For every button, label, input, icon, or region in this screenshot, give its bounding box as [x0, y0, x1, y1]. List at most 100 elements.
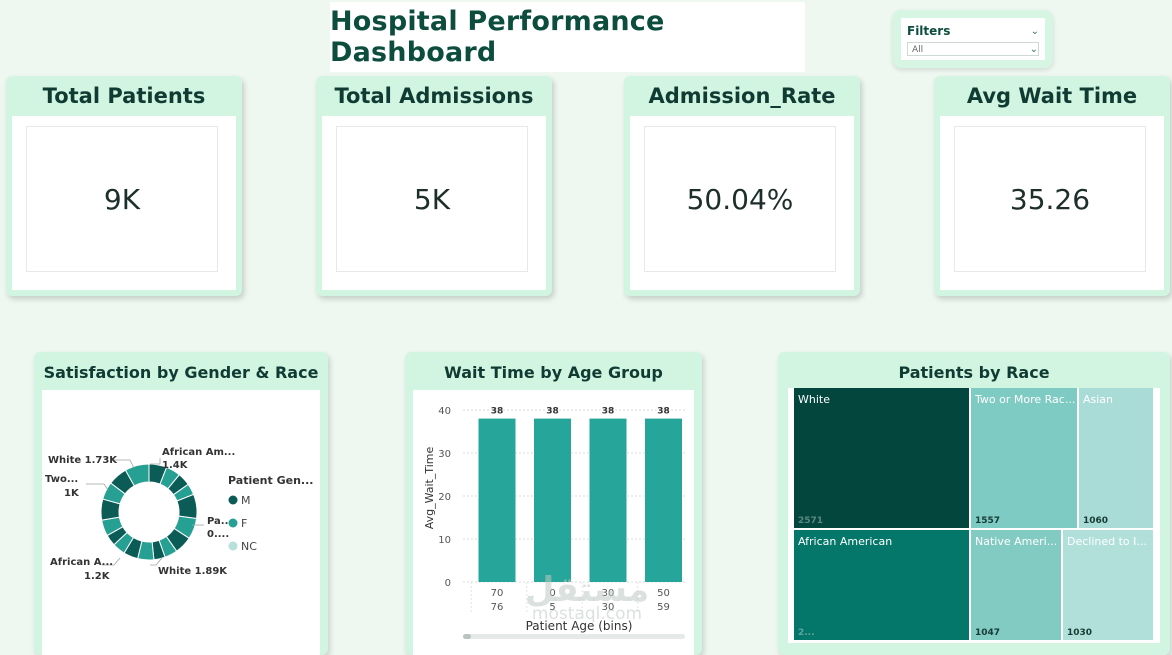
y-tick-label: 40 — [438, 406, 451, 417]
satisfaction-body: African Am... 1.4K White 1.73K Two... 1K… — [42, 390, 320, 655]
kpi-body: 9K — [12, 116, 236, 290]
donut-label-value: 0.... — [207, 529, 229, 540]
legend-label: M — [241, 494, 251, 507]
wait-time-body: 0 10 20 30 40 38 38 38 38 70 76 0 5 30 30 50 59 Avg_Wa… — [413, 390, 694, 655]
x-tick-label: 76 — [491, 602, 504, 613]
wait-time-panel[interactable]: Wait Time by Age Group 0 10 20 30 40 38 38 38 3… — [405, 352, 702, 655]
treemap-label: African American — [798, 535, 893, 548]
donut-label-value: 1.4K — [162, 460, 189, 471]
kpi-title: Total Patients — [42, 84, 206, 108]
donut-label: African A... — [50, 557, 113, 568]
y-tick-label: 0 — [445, 578, 451, 589]
treemap-value: 2... — [798, 628, 815, 638]
treemap-label: Native Ameri... — [975, 535, 1058, 548]
bar-data-label: 38 — [657, 407, 670, 417]
bar-data-label: 38 — [546, 407, 559, 417]
kpi-body: 5K — [322, 116, 546, 290]
bar-marks: 38 38 38 38 — [478, 407, 682, 582]
page-title: Hospital Performance Dashboard — [330, 6, 665, 68]
x-tick-label: 0 — [549, 588, 555, 599]
legend-item-f[interactable]: F — [228, 517, 248, 530]
donut-label: White 1.73K — [48, 455, 118, 466]
kpi-admission-rate[interactable]: Admission_Rate 50.04% — [624, 76, 860, 296]
donut-label: Pa... — [207, 516, 232, 527]
kpi-value: 35.26 — [954, 126, 1146, 272]
leader-line — [150, 458, 161, 465]
treemap-cell-african-american[interactable]: African American 2... — [794, 530, 969, 640]
legend-item-nc[interactable]: NC — [228, 540, 258, 553]
donut-ring — [100, 463, 198, 561]
legend-title: Patient Gen... — [228, 474, 313, 487]
legend-label: NC — [241, 540, 257, 553]
bar-data-label: 38 — [491, 407, 504, 417]
bar-y-ticks: 0 10 20 30 40 — [438, 406, 451, 589]
patients-by-race-panel[interactable]: Patients by Race White 2571 Two or More … — [778, 352, 1170, 655]
kpi-body: 35.26 — [940, 116, 1164, 290]
donut-labels: African Am... 1.4K White 1.73K Two... 1K… — [45, 447, 235, 582]
chevron-down-icon[interactable]: ⌄ — [1030, 25, 1039, 37]
x-tick-label: 70 — [491, 588, 504, 599]
treemap-label: Two or More Rac... — [975, 393, 1076, 406]
donut-label-value: 1K — [64, 488, 80, 499]
bar[interactable] — [645, 418, 682, 582]
satisfaction-panel[interactable]: Satisfaction by Gender & Race African Am… — [34, 352, 328, 655]
wait-time-title: Wait Time by Age Group — [444, 362, 663, 382]
x-tick-label: 50 — [657, 588, 670, 599]
x-tick-label: 5 — [549, 602, 555, 613]
donut-leader-lines — [86, 458, 204, 566]
filters-selected-value: All — [912, 45, 924, 55]
treemap-value: 1060 — [1083, 516, 1109, 526]
donut-chart: African Am... 1.4K White 1.73K Two... 1K… — [45, 447, 313, 582]
satisfaction-title: Satisfaction by Gender & Race — [43, 362, 319, 382]
y-tick-label: 20 — [438, 492, 451, 503]
patients-by-race-title: Patients by Race — [898, 362, 1050, 382]
legend-swatch — [228, 495, 238, 505]
bar[interactable] — [534, 418, 571, 582]
treemap-value: 1030 — [1067, 628, 1093, 638]
legend-label: F — [241, 517, 247, 530]
title-box: Hospital Performance Dashboard — [330, 2, 805, 72]
kpi-title: Admission_Rate — [648, 84, 836, 108]
wait-time-chart: 0 10 20 30 40 38 38 38 38 70 76 0 5 30 30 50 59 Avg_Wa… — [423, 406, 685, 639]
filters-inner: Filters ⌄ All ⌄ — [901, 18, 1045, 60]
donut-label: African Am... — [162, 447, 235, 458]
bar[interactable] — [478, 418, 516, 582]
treemap-cell-white[interactable]: White 2571 — [794, 388, 969, 528]
legend-swatch — [228, 518, 238, 528]
treemap-cell-two-or-more[interactable]: Two or More Rac... 1557 — [971, 388, 1077, 528]
treemap-body: White 2571 Two or More Rac... 1557 Asian… — [788, 388, 1160, 643]
kpi-value: 5K — [336, 126, 528, 272]
donut-label: Two... — [45, 474, 78, 485]
kpi-total-admissions[interactable]: Total Admissions 5K — [316, 76, 552, 296]
treemap-cell-declined[interactable]: Declined to I... 1030 — [1063, 530, 1153, 640]
legend-swatch — [228, 541, 238, 551]
x-axis-label: Patient Age (bins) — [526, 619, 633, 633]
filters-dropdown[interactable]: All ⌄ — [907, 42, 1039, 56]
leader-line — [102, 557, 121, 566]
x-tick-label: 30 — [602, 602, 615, 613]
horizontal-scrollbar[interactable] — [463, 634, 685, 639]
treemap-cell-asian[interactable]: Asian 1060 — [1079, 388, 1153, 528]
treemap-value: 2571 — [798, 516, 824, 526]
bar[interactable] — [589, 418, 627, 582]
x-tick-label: 30 — [602, 588, 615, 599]
kpi-total-patients[interactable]: Total Patients 9K — [6, 76, 242, 296]
filters-slicer[interactable]: Filters ⌄ All ⌄ — [893, 10, 1053, 68]
donut-segment[interactable] — [124, 463, 150, 487]
treemap-label: White — [798, 393, 830, 406]
kpi-body: 50.04% — [630, 116, 854, 290]
treemap-value: 1047 — [975, 628, 1001, 638]
y-tick-label: 10 — [438, 535, 451, 546]
kpi-avg-wait-time[interactable]: Avg Wait Time 35.26 — [934, 76, 1170, 296]
filters-header[interactable]: Filters ⌄ — [907, 24, 1039, 38]
treemap-cell-native-american[interactable]: Native Ameri... 1047 — [971, 530, 1061, 640]
donut-label-value: 1.2K — [84, 571, 111, 582]
scrollbar-thumb[interactable] — [463, 634, 471, 639]
bar-data-label: 38 — [602, 407, 615, 417]
y-axis-label: Avg_Wait_Time — [423, 446, 436, 529]
leader-line — [110, 459, 135, 469]
kpi-title: Avg Wait Time — [966, 84, 1138, 108]
legend-item-m[interactable]: M — [228, 494, 251, 507]
donut-label: White 1.89K — [158, 566, 228, 577]
treemap-value: 1557 — [975, 516, 1001, 526]
